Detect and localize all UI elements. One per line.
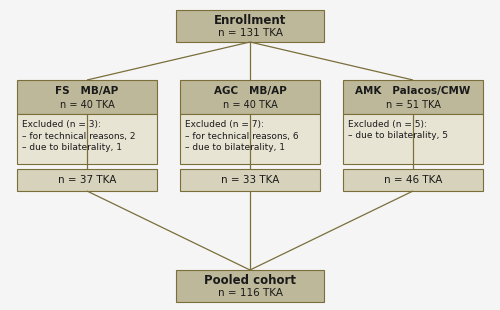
Text: – due to bilaterality, 1: – due to bilaterality, 1 xyxy=(185,144,285,153)
Text: AMK   Palacos/CMW: AMK Palacos/CMW xyxy=(356,86,470,96)
Text: n = 46 TKA: n = 46 TKA xyxy=(384,175,442,185)
Bar xyxy=(17,169,157,191)
Text: Pooled cohort: Pooled cohort xyxy=(204,274,296,287)
Text: n = 116 TKA: n = 116 TKA xyxy=(218,288,282,298)
Text: Excluded (n = 3):: Excluded (n = 3): xyxy=(22,119,101,129)
Text: AGC   MB/AP: AGC MB/AP xyxy=(214,86,286,96)
Text: – for technical reasons, 2: – for technical reasons, 2 xyxy=(22,131,136,140)
Bar xyxy=(176,10,324,42)
Bar xyxy=(180,80,320,114)
Text: – due to bilaterality, 5: – due to bilaterality, 5 xyxy=(348,131,448,140)
Bar xyxy=(176,270,324,302)
Bar xyxy=(17,80,157,114)
Text: Enrollment: Enrollment xyxy=(214,15,286,28)
Text: FS   MB/AP: FS MB/AP xyxy=(56,86,118,96)
Bar xyxy=(180,169,320,191)
Text: n = 51 TKA: n = 51 TKA xyxy=(386,100,440,110)
Text: n = 37 TKA: n = 37 TKA xyxy=(58,175,116,185)
Text: n = 40 TKA: n = 40 TKA xyxy=(60,100,114,110)
Text: – due to bilaterality, 1: – due to bilaterality, 1 xyxy=(22,144,122,153)
Text: n = 33 TKA: n = 33 TKA xyxy=(221,175,279,185)
Bar xyxy=(343,169,483,191)
Text: Excluded (n = 7):: Excluded (n = 7): xyxy=(185,119,264,129)
Text: n = 131 TKA: n = 131 TKA xyxy=(218,28,282,38)
Text: Excluded (n = 5):: Excluded (n = 5): xyxy=(348,119,427,129)
Bar xyxy=(180,114,320,164)
Bar xyxy=(343,80,483,114)
Bar xyxy=(343,114,483,164)
Text: – for technical reasons, 6: – for technical reasons, 6 xyxy=(185,131,298,140)
Text: n = 40 TKA: n = 40 TKA xyxy=(222,100,278,110)
Bar xyxy=(17,114,157,164)
